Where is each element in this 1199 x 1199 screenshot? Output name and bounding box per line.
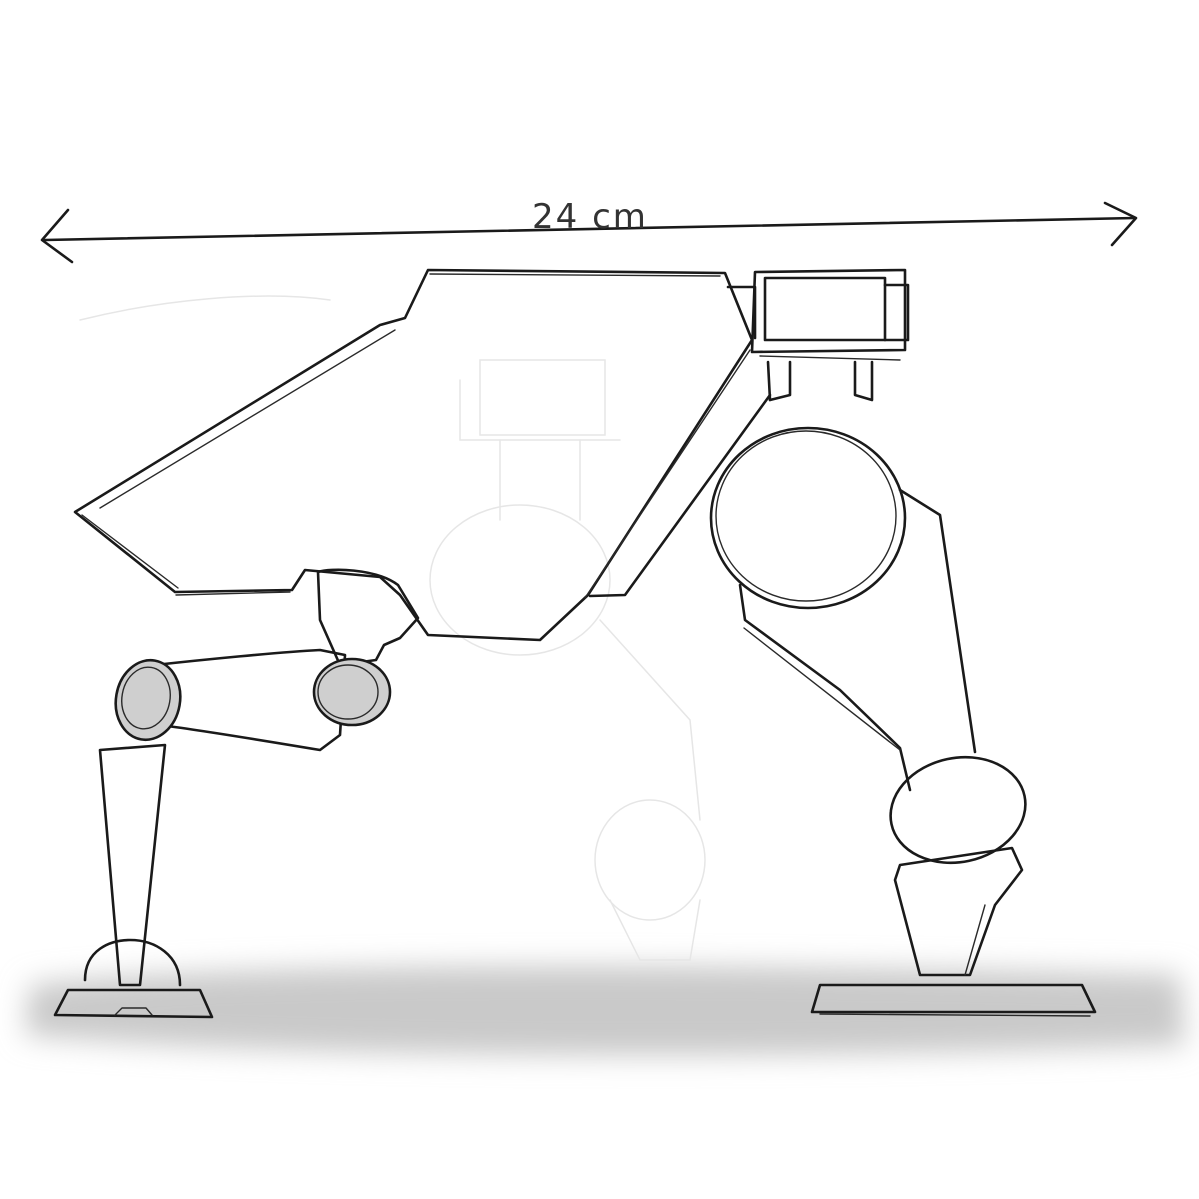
ghost-construction-lines [79,295,706,961]
rear-leg [53,568,420,1019]
robot-body [73,268,772,642]
ground-shadow [25,966,1185,1056]
dimension-label: 24 cm [532,197,648,237]
knee-joint-rear [114,658,182,742]
sensor-head [726,268,910,402]
dimension-arrow: 24 cm [40,197,1138,264]
front-leg [709,426,1097,1017]
knee-joint-front [889,755,1027,865]
hip-joint-front [709,426,907,610]
